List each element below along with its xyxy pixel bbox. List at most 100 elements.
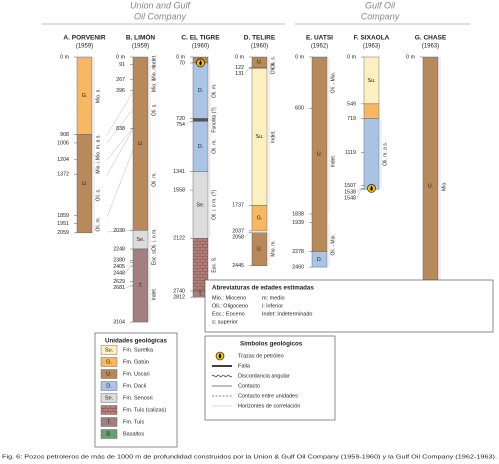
age-label: Mio. m. <box>270 240 276 256</box>
legend-label: Fm. Tuis <box>123 419 144 425</box>
well-name: F. SIXAOLA <box>354 35 390 42</box>
depth-label: 1341 <box>173 169 185 175</box>
depth-label: 1951 <box>57 221 69 227</box>
well: A. PORVENIR (1959) G. U. 0 m 908 1006 1204 1372 1… <box>57 35 106 237</box>
age-label: Mio. m. <box>151 64 157 80</box>
well-name: E. UATSI <box>306 35 333 42</box>
age-label: Oli. s. <box>95 189 101 202</box>
unit-label: T. <box>138 283 143 289</box>
group-title: Oil Company <box>134 11 187 21</box>
well: F. SIXAOLA (1963) Su. 0 m 549 719 1119 15071538… <box>344 35 389 202</box>
legend-label: Fm. Dacli <box>123 383 146 389</box>
age-label: Oli. i. o m. <box>151 228 157 251</box>
unit-label: Se. <box>136 237 145 243</box>
abbr: m: medio <box>262 295 285 301</box>
depth-label: 1558 <box>173 187 185 193</box>
age-label: Mio. i. <box>151 79 157 92</box>
abbr: Mio.: Mioceno <box>212 295 246 301</box>
age-label: Indet. <box>151 55 157 68</box>
depth-label: 396 <box>116 88 125 94</box>
legend-code: Su. <box>105 347 114 353</box>
depth-label: 2037 <box>232 228 244 234</box>
depth-label: 1507 <box>344 183 356 189</box>
unit <box>192 118 209 122</box>
well-year: (1960) <box>192 44 209 50</box>
legend-label: Fm. Uscari <box>123 371 150 377</box>
depth-label: 838 <box>116 126 125 132</box>
depth-label: 719 <box>347 116 356 122</box>
well-year: (1960) <box>251 44 268 50</box>
depth-label: 1538 <box>344 189 356 195</box>
abbr: i: inferior <box>262 303 283 309</box>
depth-label: 1204 <box>57 157 69 163</box>
correlation <box>106 229 134 233</box>
depth-label: 0 m <box>295 54 304 60</box>
legend-code: G. <box>106 359 112 365</box>
leader <box>356 188 362 193</box>
legend-code: Se. <box>105 395 114 401</box>
well-year: (1959) <box>76 44 93 50</box>
age-label: Oli. m. <box>211 139 217 153</box>
depth-label: 1939 <box>292 220 304 226</box>
symbol-label: Horizontes de correlación <box>238 403 300 409</box>
age-label: Oli. i. o m. (?) <box>211 190 217 220</box>
depth-label: 2122 <box>173 236 185 242</box>
age-label: Indet. <box>330 155 336 168</box>
group-header: Union and Gulf Oil Company Gulf Oil Comp… <box>42 0 470 25</box>
symbols-box: Símbolos geológicos Trazas de petróleo F… <box>204 335 336 421</box>
well: E. UATSI (1962) U. D. 0 m 600 1838 1939 2278 2460… <box>292 35 336 271</box>
legend-swatch <box>100 369 118 379</box>
unit-label: U. <box>257 60 263 66</box>
caption: Fig. 6: Pozos petroleros de más de 1000 … <box>2 454 497 460</box>
age-label: Indet. <box>151 288 157 301</box>
depth-label: 2460 <box>292 264 304 270</box>
unit-label: U. <box>138 141 144 147</box>
well-year: (1963) <box>422 44 439 50</box>
legend-code: U. <box>106 371 112 377</box>
unit-label: Se. <box>196 202 205 208</box>
unit-label: D. <box>198 88 204 94</box>
well-name: A. PORVENIR <box>63 35 105 42</box>
leader <box>125 265 131 273</box>
well-name: D. TELIRE <box>244 35 276 42</box>
legend-swatch <box>100 381 118 391</box>
depth-label: 2740 <box>173 288 185 294</box>
correlation <box>106 128 134 176</box>
well-year: (1962) <box>311 44 328 50</box>
unit <box>363 103 380 119</box>
unit-label: U. <box>317 152 323 158</box>
abbr: Indet: Indeterminado <box>262 311 312 317</box>
well-name: C. EL TIGRE <box>181 35 220 42</box>
box-title: Símbolos geológicos <box>240 341 303 348</box>
depth-label: 2248 <box>113 246 125 252</box>
legend-swatch <box>100 345 118 355</box>
depth-label: 1006 <box>57 140 69 146</box>
depth-label: 0 m <box>347 54 356 60</box>
oil-drop <box>370 185 373 191</box>
correlation <box>106 149 134 218</box>
correlation <box>106 127 134 161</box>
depth-label: 720 <box>176 116 185 122</box>
symbol-label: Contacto entre unidades <box>238 393 298 399</box>
depth-label: 1859 <box>57 213 69 219</box>
unit <box>132 248 149 323</box>
depth-label: 2030 <box>113 228 125 234</box>
well: G. CHASE(1963)U.0 m288229123025Mio. <box>403 35 447 319</box>
legend-swatch <box>100 417 118 427</box>
age-label: Mio. <box>441 181 447 190</box>
unit-label: D. <box>317 257 323 263</box>
age-label: Oli. m. <box>211 84 217 98</box>
depth-label: 2059 <box>57 230 69 236</box>
unit-label: D. <box>198 144 204 150</box>
unit-label: U. <box>428 184 434 190</box>
unit-label: U. <box>82 181 88 187</box>
depth-label: 2448 <box>113 270 125 276</box>
symbol-label: Discordancia angular <box>238 373 290 379</box>
depth-label: 91 <box>119 62 125 68</box>
legend-swatch <box>100 429 118 439</box>
depth-label: 2380 <box>113 258 125 264</box>
oil-drop <box>199 59 202 66</box>
leader <box>356 189 362 199</box>
group-title: Company <box>361 11 400 21</box>
